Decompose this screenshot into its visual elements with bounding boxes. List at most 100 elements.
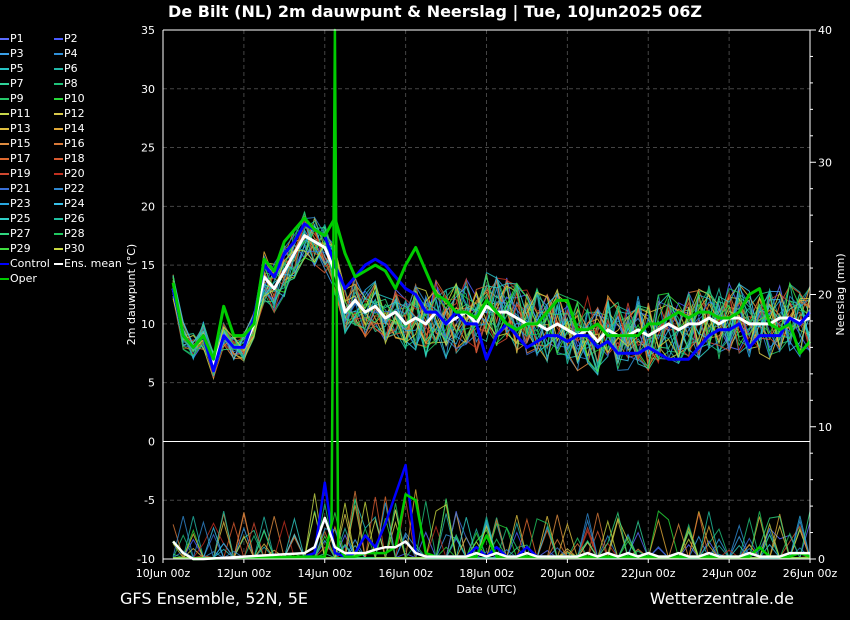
legend-swatch [54, 233, 63, 235]
legend-item: P20 [54, 166, 85, 181]
y-tick-label: -10 [137, 553, 155, 566]
legend-item: P7 [0, 76, 24, 91]
legend-label: P7 [10, 77, 24, 90]
legend-label: Oper [10, 272, 37, 285]
main-series [171, 28, 812, 561]
legend-swatch [0, 203, 9, 205]
legend-item: Ens. mean [54, 256, 122, 271]
legend-item: P27 [0, 226, 31, 241]
legend-swatch [54, 173, 63, 175]
legend-label: Ens. mean [64, 257, 122, 270]
legend-item: P30 [54, 241, 85, 256]
legend-label: P9 [10, 92, 24, 105]
page-title: De Bilt (NL) 2m dauwpunt & Neerslag | Tu… [168, 2, 702, 21]
legend-swatch [0, 248, 9, 250]
legend-item: P9 [0, 91, 24, 106]
legend-swatch [0, 278, 9, 280]
y-tick-label: 5 [148, 377, 155, 390]
x-tick-label: 10Jun 00z [136, 567, 191, 580]
legend-item: P23 [0, 196, 31, 211]
y-right-tick-label: 0 [818, 553, 825, 566]
legend-label: P6 [64, 62, 78, 75]
legend-swatch [0, 143, 9, 145]
legend-item: P12 [54, 106, 85, 121]
legend-label: P12 [64, 107, 85, 120]
legend-item: P13 [0, 121, 31, 136]
chart-axes: -10 -5 0 5 10 15 20 25 30 35 0 10 20 30 40 10Jun 00z 12J… [125, 24, 847, 596]
legend-label: P24 [64, 197, 85, 210]
footer-site-label: Wetterzentrale.de [649, 589, 794, 608]
legend-label: P30 [64, 242, 85, 255]
legend-swatch [54, 203, 63, 205]
legend-item: P11 [0, 106, 31, 121]
legend-swatch [54, 143, 63, 145]
legend-item: P26 [54, 211, 85, 226]
legend-label: P8 [64, 77, 78, 90]
x-tick-label: 20Jun 00z [540, 567, 595, 580]
legend-swatch [54, 83, 63, 85]
y-tick-label: 25 [141, 142, 155, 155]
x-tick-label: 12Jun 00z [217, 567, 272, 580]
y-tick-label: 10 [141, 318, 155, 331]
legend-swatch [0, 83, 9, 85]
y-tick-label: -5 [144, 494, 155, 507]
x-axis-label: Date (UTC) [456, 583, 516, 596]
series-control [171, 222, 812, 373]
legend-swatch [54, 53, 63, 55]
legend-item: P5 [0, 61, 24, 76]
legend-label: P26 [64, 212, 85, 225]
legend-item: P21 [0, 181, 31, 196]
y-tick-label: 0 [148, 435, 155, 448]
x-tick-label: 22Jun 00z [621, 567, 676, 580]
legend-item: P19 [0, 166, 31, 181]
y-right-tick-label: 20 [818, 289, 832, 302]
legend-swatch [0, 173, 9, 175]
x-tick-label: 24Jun 00z [702, 567, 757, 580]
legend-label: P29 [10, 242, 31, 255]
legend-label: P13 [10, 122, 31, 135]
legend-label: P22 [64, 182, 85, 195]
legend-item: P6 [54, 61, 78, 76]
member-line [172, 210, 811, 376]
member-line [172, 241, 811, 373]
legend-label: P17 [10, 152, 31, 165]
series-ens-mean-precip [172, 516, 810, 561]
member-line [172, 225, 811, 376]
legend-item: P25 [0, 211, 31, 226]
y-tick-label: 20 [141, 200, 155, 213]
y-axis-label: 2m dauwpunt (°C) [125, 244, 138, 345]
legend-label: P5 [10, 62, 24, 75]
legend-item: P18 [54, 151, 85, 166]
legend-label: P19 [10, 167, 31, 180]
legend-label: P28 [64, 227, 85, 240]
legend-item: P3 [0, 46, 24, 61]
legend-label: P10 [64, 92, 85, 105]
legend-swatch [0, 158, 9, 160]
y-right-tick-label: 40 [818, 24, 832, 37]
y-right-tick-label: 30 [818, 156, 832, 169]
x-tick-label: 14Jun 00z [298, 567, 353, 580]
legend-label: P21 [10, 182, 31, 195]
legend-swatch [0, 128, 9, 130]
legend-item: P14 [54, 121, 85, 136]
member-line [172, 243, 811, 367]
legend-swatch [0, 53, 9, 55]
legend-label: P3 [10, 47, 24, 60]
legend-label: P1 [10, 32, 24, 45]
legend-item: P15 [0, 136, 31, 151]
legend-swatch [54, 248, 63, 250]
x-tick-label: 26Jun 00z [783, 567, 838, 580]
legend-swatch [0, 113, 9, 115]
legend-swatch [54, 188, 63, 190]
legend-label: P23 [10, 197, 31, 210]
legend-label: P16 [64, 137, 85, 150]
legend-swatch [54, 128, 63, 130]
legend-item: P24 [54, 196, 85, 211]
legend-label: Control [10, 257, 50, 270]
x-tick-label: 18Jun 00z [459, 567, 514, 580]
legend-item: P29 [0, 241, 31, 256]
legend-swatch [54, 98, 63, 100]
y-right-tick-label: 10 [818, 421, 832, 434]
legend-swatch [0, 263, 9, 265]
